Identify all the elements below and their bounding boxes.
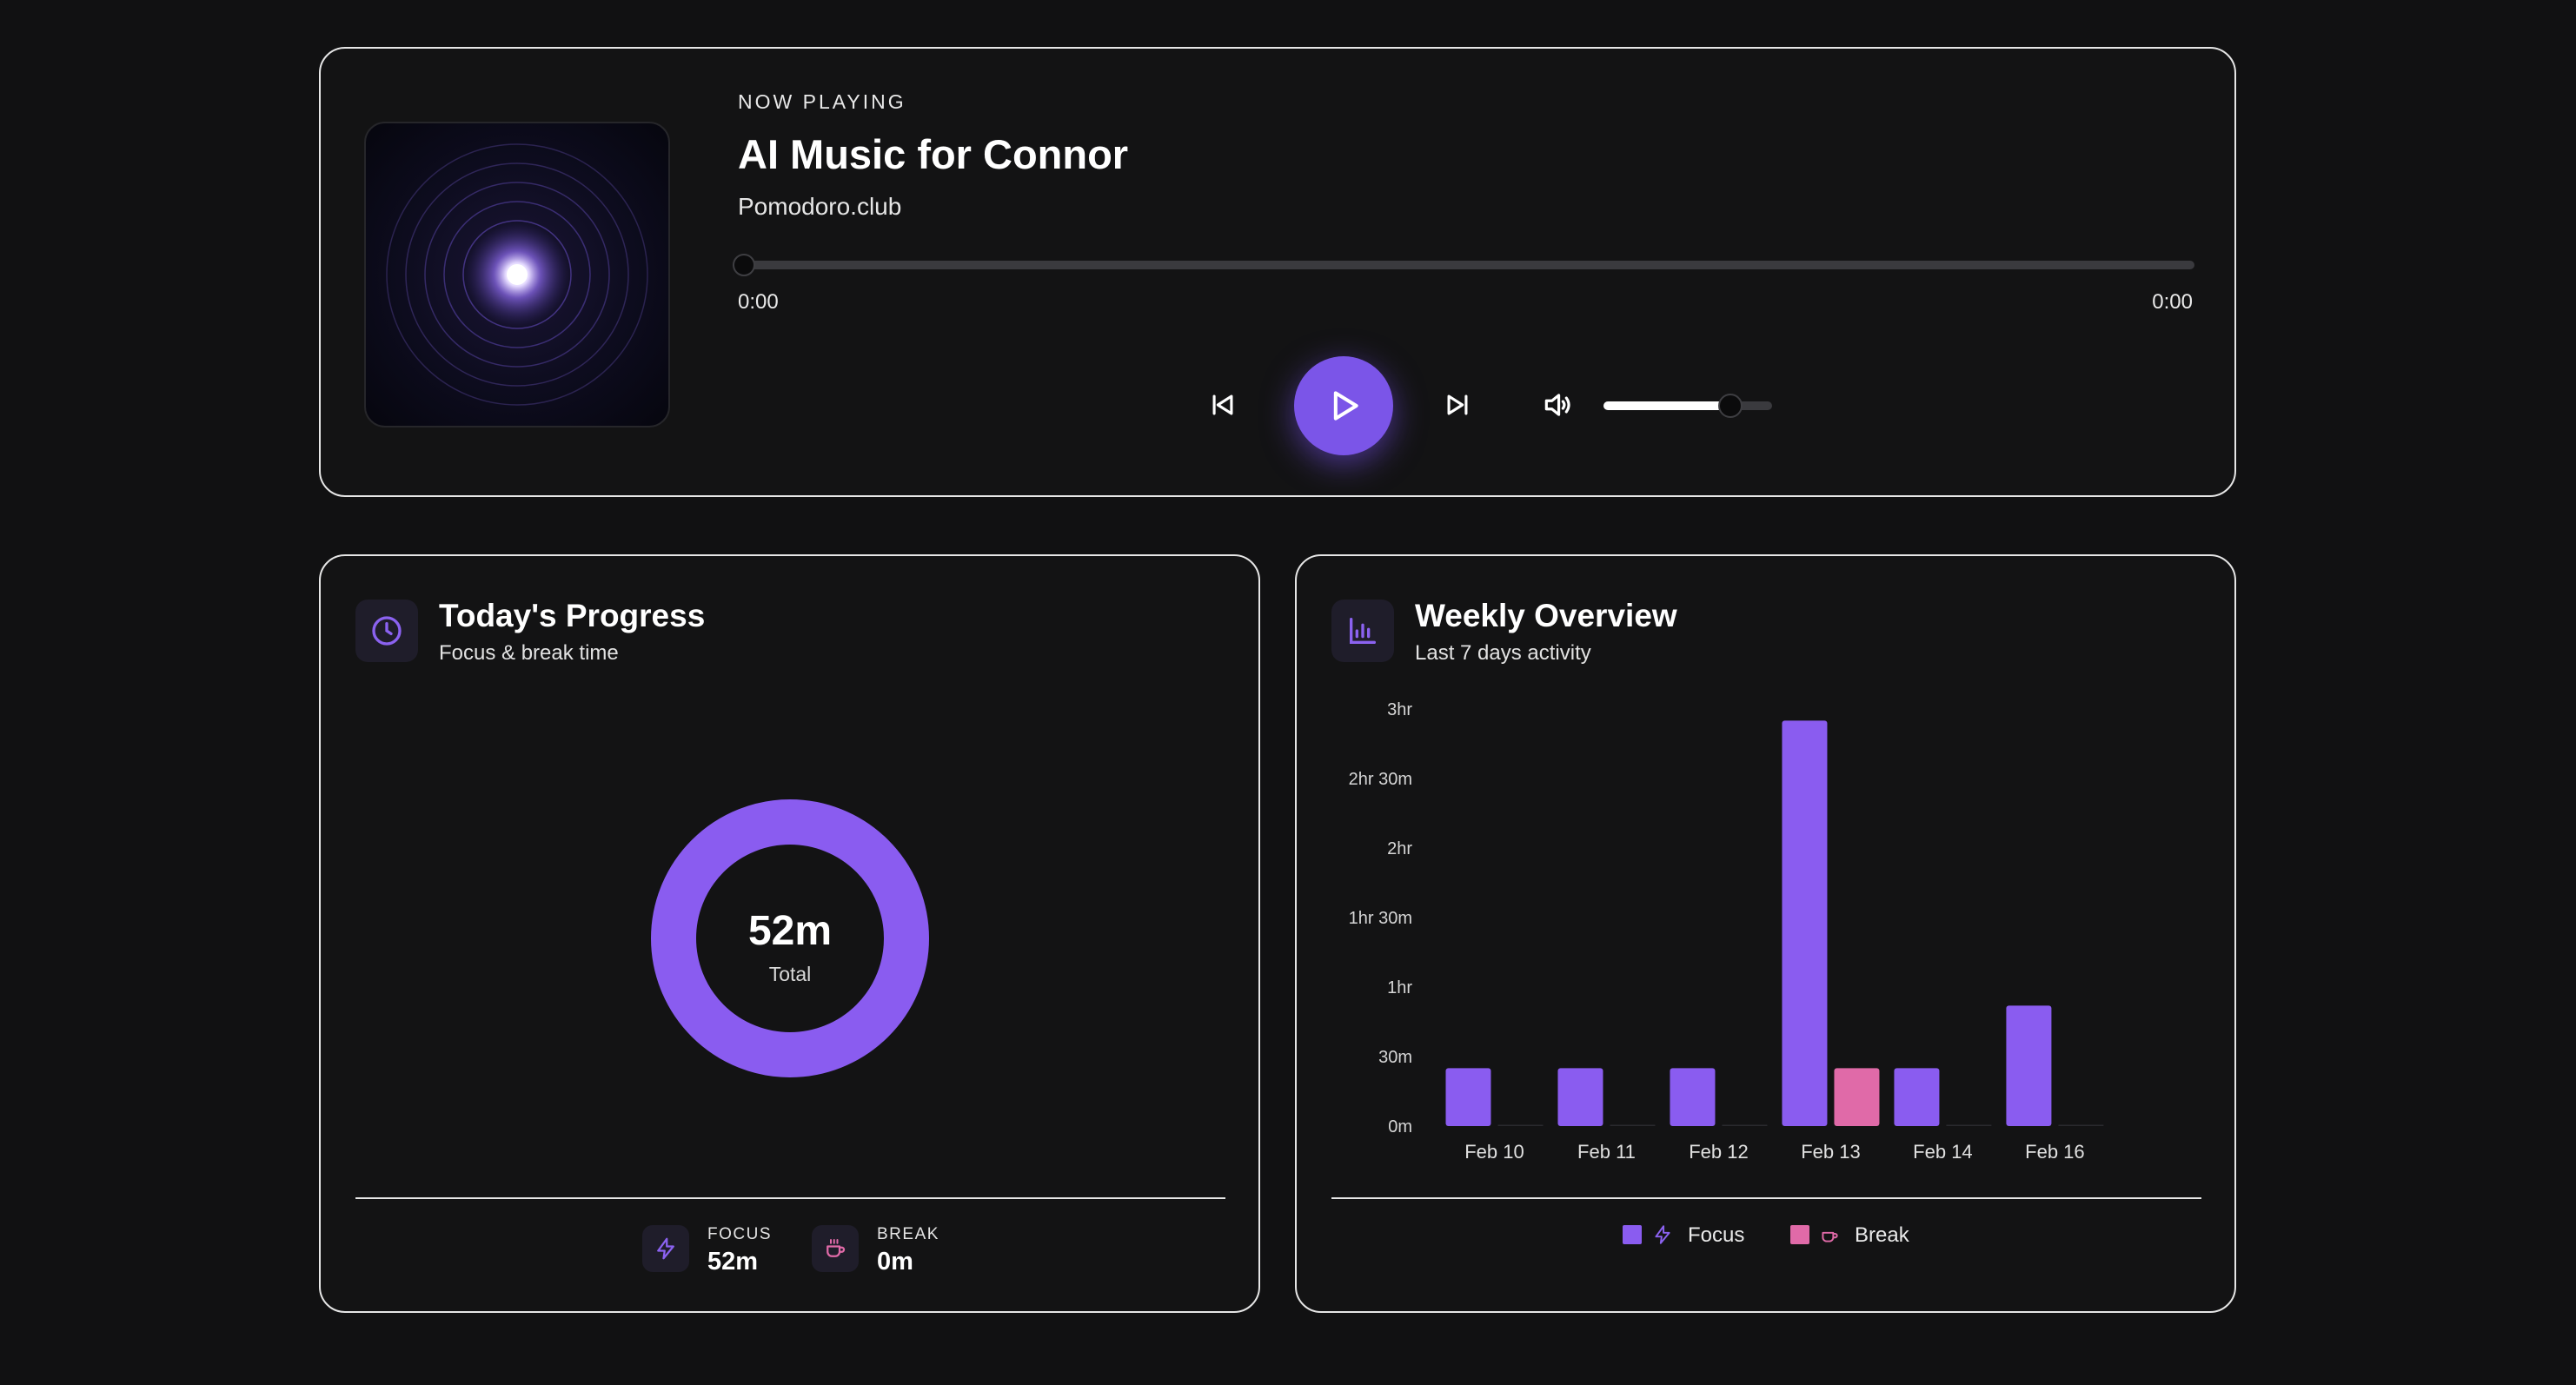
break-bar[interactable] — [1834, 1068, 1880, 1126]
legend-break-swatch — [1790, 1225, 1809, 1244]
progress-title: Today's Progress — [439, 598, 706, 633]
previous-track-button[interactable] — [1205, 386, 1240, 424]
album-art — [364, 122, 670, 427]
focus-stat-icon — [642, 1225, 689, 1272]
break-bar[interactable] — [1497, 1124, 1544, 1127]
volume-slider[interactable] — [1603, 394, 1772, 418]
progress-subtitle: Focus & break time — [439, 641, 619, 665]
x-tick-label: Feb 10 — [1464, 1141, 1524, 1163]
legend-focus-label: Focus — [1688, 1223, 1745, 1247]
x-tick-label: Feb 11 — [1577, 1141, 1636, 1163]
donut-focus-segment — [651, 799, 929, 1077]
lightning-icon — [657, 1237, 674, 1260]
y-tick-label: 1hr — [1387, 978, 1412, 997]
progress-divider — [355, 1197, 1225, 1199]
volume-level — [1603, 401, 1730, 410]
track-title: AI Music for Connor — [738, 131, 1129, 177]
weekly-overview-card: Weekly Overview Last 7 days activity 0m 3… — [1295, 554, 2236, 1313]
bar-chart-icon — [1350, 618, 1376, 644]
focus-stat-value: 52m — [707, 1248, 759, 1276]
progress-header-icon — [355, 600, 418, 662]
volume-handle[interactable] — [1717, 394, 1743, 418]
focus-stat-label: FOCUS — [707, 1225, 772, 1243]
focus-bar[interactable] — [1782, 720, 1828, 1126]
weekly-title: Weekly Overview — [1415, 598, 1677, 633]
weekly-divider — [1331, 1197, 2201, 1199]
donut-total-value: 52m — [747, 908, 833, 954]
play-icon — [1333, 391, 1358, 421]
break-bar[interactable] — [1722, 1124, 1768, 1127]
x-tick-label: Feb 12 — [1689, 1141, 1749, 1163]
y-tick-label: 3hr — [1387, 700, 1412, 719]
donut-total-label: Total — [768, 963, 812, 985]
previous-icon — [1212, 394, 1233, 415]
clock-icon — [372, 616, 402, 646]
break-bar[interactable] — [1610, 1124, 1656, 1127]
current-time: 0:00 — [738, 290, 779, 314]
total-time: 0:00 — [2152, 290, 2193, 314]
focus-bar[interactable] — [1445, 1068, 1491, 1126]
focus-bar[interactable] — [1670, 1068, 1716, 1126]
y-tick-label: 30m — [1378, 1048, 1412, 1067]
coffee-cup-icon — [827, 1239, 846, 1257]
legend-break-label: Break — [1855, 1223, 1909, 1247]
seek-handle[interactable] — [733, 254, 755, 276]
todays-progress-card: Today's Progress Focus & break time 52m … — [319, 554, 1260, 1313]
next-icon — [1447, 394, 1468, 415]
y-tick-label: 1hr 30m — [1349, 909, 1412, 928]
play-button[interactable] — [1294, 356, 1393, 455]
now-playing-label: NOW PLAYING — [738, 90, 906, 113]
now-playing-card: NOW PLAYING AI Music for Connor Pomodoro… — [319, 47, 2236, 497]
focus-bar[interactable] — [1557, 1068, 1603, 1126]
break-stat-value: 0m — [877, 1248, 913, 1276]
volume-icon — [1544, 394, 1570, 416]
album-art-graphic — [386, 143, 648, 406]
focus-bar[interactable] — [2006, 1005, 2052, 1126]
break-stat-icon — [812, 1225, 859, 1272]
focus-bar[interactable] — [1894, 1068, 1940, 1126]
break-bar[interactable] — [1946, 1124, 1992, 1127]
weekly-bar-chart: 0m 30m 1hr 1hr 30m 2hr 2hr 30m 3hr Feb 10 Feb 11… — [1349, 700, 2104, 1163]
y-tick-label: 2hr — [1387, 839, 1412, 858]
seek-bar[interactable] — [738, 261, 2194, 269]
weekly-header-icon — [1331, 600, 1394, 662]
mute-button[interactable] — [1539, 388, 1576, 422]
y-tick-label: 2hr 30m — [1349, 770, 1412, 789]
break-stat-label: BREAK — [877, 1225, 939, 1243]
x-tick-label: Feb 13 — [1801, 1141, 1861, 1163]
lightning-icon — [1655, 1225, 1670, 1244]
next-track-button[interactable] — [1440, 386, 1475, 424]
y-tick-label: 0m — [1388, 1117, 1412, 1136]
x-tick-label: Feb 14 — [1913, 1141, 1973, 1163]
progress-donut — [651, 799, 929, 1077]
legend-focus-swatch — [1623, 1225, 1642, 1244]
track-artist: Pomodoro.club — [738, 193, 902, 220]
x-tick-label: Feb 16 — [2025, 1141, 2085, 1163]
weekly-subtitle: Last 7 days activity — [1415, 641, 1591, 665]
break-bar[interactable] — [2058, 1124, 2104, 1127]
coffee-cup-icon — [1822, 1231, 1838, 1243]
